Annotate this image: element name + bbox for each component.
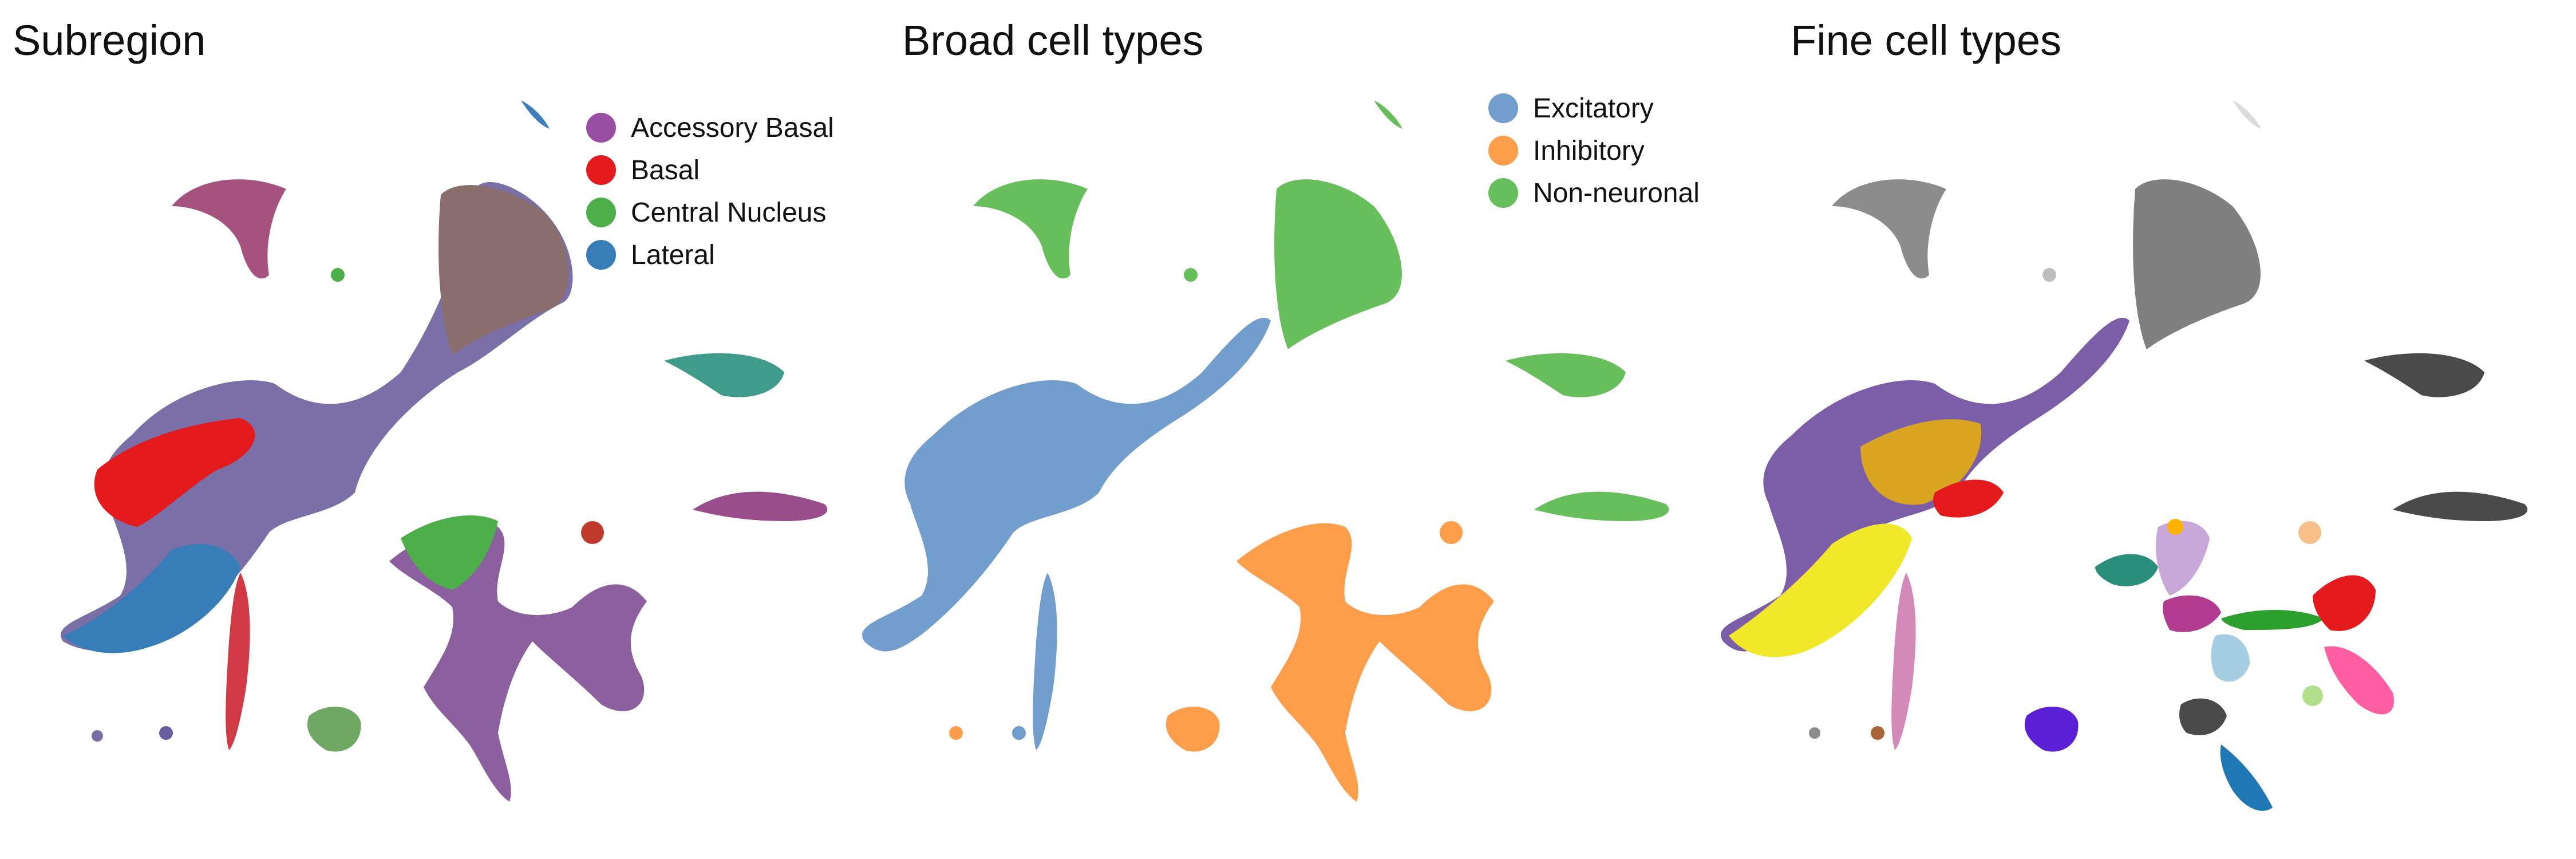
cluster-nonneuronal-sliver — [1374, 100, 1402, 129]
broad-legend: Excitatory Inhibitory Non-neuronal — [1488, 87, 1700, 214]
legend-entry-central-nucleus: Central Nucleus — [586, 191, 834, 234]
legend-swatch — [586, 240, 616, 270]
fine-title: Fine cell types — [1791, 16, 2061, 65]
cluster-pink-right — [2324, 646, 2394, 714]
subregion-legend: Accessory Basal Basal Central Nucleus La… — [586, 107, 834, 276]
legend-swatch — [1488, 178, 1518, 208]
cluster-lightgrey-dot — [2042, 268, 2056, 282]
legend-entry-non-neuronal: Non-neuronal — [1488, 172, 1700, 214]
cluster-lightgrey-sliver — [2233, 100, 2261, 129]
cluster-teal — [2095, 554, 2158, 586]
cluster-excitatory-stalk — [1033, 573, 1057, 750]
cluster-lightgreen — [2302, 685, 2323, 706]
cluster-inhibitory-dot-small — [949, 726, 963, 740]
cluster-excitatory-pink-stalk — [1891, 573, 1915, 750]
legend-label: Lateral — [631, 239, 715, 271]
cluster-orange-top — [2167, 519, 2183, 535]
cluster-small-round — [307, 707, 361, 752]
cluster-brown — [1871, 726, 1884, 740]
legend-label: Accessory Basal — [631, 112, 834, 144]
legend-swatch — [586, 198, 616, 227]
cluster-red-right — [2313, 576, 2376, 631]
legend-swatch — [1488, 93, 1518, 123]
cluster-grey-crescent — [1832, 179, 1946, 278]
cluster-right-upper — [664, 353, 784, 397]
cluster-lightblue — [2211, 634, 2250, 681]
broad-title: Broad cell types — [902, 16, 1204, 65]
cluster-nonneuronal-crescent — [973, 179, 1088, 278]
cluster-dot-a — [581, 521, 604, 544]
cluster-violet-round — [2025, 707, 2079, 752]
cluster-inhibitory — [1236, 523, 1494, 802]
cluster-dot-d — [92, 730, 103, 742]
subregion-panel: Subregion Accessory Basal Basal Central … — [0, 0, 859, 859]
cluster-nonneuronal-right-upper — [1506, 353, 1626, 397]
subregion-title: Subregion — [13, 16, 206, 65]
cluster-grey-small — [1809, 727, 1820, 739]
cluster-dot-b — [331, 268, 345, 282]
legend-entry-lateral: Lateral — [586, 234, 834, 276]
cluster-green-bridge — [2221, 610, 2324, 630]
cluster-nonneuronal-right-lower — [1534, 492, 1669, 521]
legend-label: Excitatory — [1533, 93, 1654, 124]
fine-umap-plot — [1717, 0, 2576, 859]
legend-label: Basal — [631, 155, 700, 186]
legend-entry-basal: Basal — [586, 149, 834, 191]
cluster-excitatory — [862, 318, 1271, 652]
fine-cell-clusters — [1721, 100, 2527, 811]
broad-cell-types-panel: Broad cell types Excitatory Inhibitory N… — [859, 0, 1717, 859]
cluster-lilac — [2156, 521, 2210, 596]
legend-swatch — [586, 113, 616, 143]
cluster-excitatory-dot — [1012, 726, 1026, 740]
legend-label: Central Nucleus — [631, 197, 826, 228]
legend-swatch — [586, 155, 616, 185]
legend-entry-excitatory: Excitatory — [1488, 87, 1700, 129]
cluster-top-crescent — [172, 179, 286, 278]
cluster-blue-lower — [2221, 744, 2273, 811]
cluster-inhibitory-dot — [1440, 521, 1463, 544]
cluster-darkgrey-lower — [2179, 699, 2227, 735]
legend-label: Non-neuronal — [1533, 178, 1700, 209]
cluster-magenta — [2163, 596, 2221, 632]
cluster-nonneuronal-main — [1274, 179, 1402, 349]
cluster-stalk — [226, 573, 250, 750]
fine-cell-types-panel: Fine cell types — [1717, 0, 2576, 859]
cluster-dot-c — [159, 726, 173, 740]
legend-entry-inhibitory: Inhibitory — [1488, 129, 1700, 172]
cluster-nonneuronal-dot — [1184, 268, 1198, 282]
legend-swatch — [1488, 136, 1518, 166]
cluster-right-lower — [693, 492, 827, 521]
cluster-dark-right-upper — [2364, 353, 2484, 397]
cluster-peach — [2298, 521, 2321, 544]
cluster-nonneuronal-grey-main — [2133, 179, 2261, 349]
cluster-dark-right-lower — [2393, 492, 2527, 521]
legend-label: Inhibitory — [1533, 135, 1645, 167]
cluster-inhibitory-round — [1166, 707, 1220, 752]
cluster-top-right-sliver — [521, 100, 550, 129]
legend-entry-accessory-basal: Accessory Basal — [586, 107, 834, 149]
